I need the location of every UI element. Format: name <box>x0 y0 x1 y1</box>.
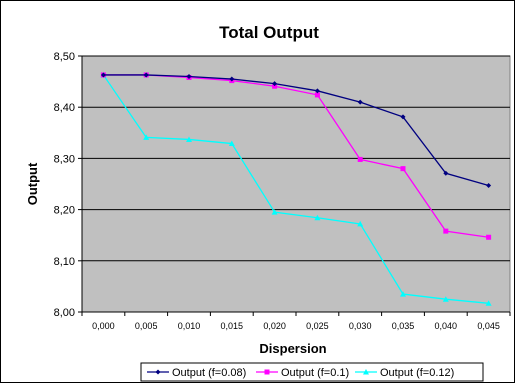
x-tick-label: 0,025 <box>306 321 329 331</box>
data-point-diamond <box>155 369 161 375</box>
x-axis-ticks: 0,000 0,005 0,010 0,015 0,020 0,025 0,030 0,035… <box>81 312 511 331</box>
legend-entry-label: Output (f=0.08) <box>172 367 246 379</box>
series-line <box>102 74 489 304</box>
data-point-square <box>443 228 449 234</box>
data-point-triangle <box>400 291 406 297</box>
data-point-diamond <box>443 170 449 176</box>
x-tick-label: 0,045 <box>477 321 500 331</box>
y-tick-label: 8,20 <box>54 205 75 217</box>
data-point-square <box>400 166 406 172</box>
data-point-square <box>314 92 320 98</box>
data-point-triangle <box>363 369 369 375</box>
data-point-diamond <box>400 114 406 120</box>
y-tick-label: 8,30 <box>54 153 75 165</box>
data-point-triangle <box>228 140 235 147</box>
plot-area <box>81 55 511 313</box>
data-point-diamond <box>272 81 278 87</box>
y-tick-label: 8,50 <box>54 51 75 63</box>
data-point-triangle <box>357 220 364 227</box>
legend-box <box>140 362 484 382</box>
gridlines <box>82 55 510 262</box>
x-tick-label: 0,010 <box>178 321 201 331</box>
data-point-square <box>486 234 492 240</box>
x-tick-label: 0,040 <box>435 321 458 331</box>
data-point-square <box>272 83 278 89</box>
data-point-diamond <box>486 183 492 189</box>
data-point-diamond <box>186 73 192 79</box>
data-point-triangle <box>143 134 150 140</box>
y-tick-label: 8,00 <box>54 307 75 319</box>
data-point-triangle <box>271 209 278 215</box>
data-point-diamond <box>100 72 106 78</box>
x-tick-label: 0,015 <box>221 321 244 331</box>
data-point-square <box>357 156 363 162</box>
data-point-triangle <box>186 136 192 142</box>
data-point-diamond <box>314 88 320 94</box>
x-tick-label: 0,000 <box>92 321 115 331</box>
y-tick-label: 8,10 <box>54 256 75 268</box>
x-tick-label: 0,035 <box>392 321 415 331</box>
y-axis-label: Output <box>25 162 40 205</box>
legend-entry-label: Output (f=0.1) <box>281 367 349 379</box>
x-tick-label: 0,030 <box>349 321 372 331</box>
data-point-diamond <box>229 76 235 82</box>
data-point-diamond <box>143 72 149 78</box>
data-point-diamond <box>357 99 363 105</box>
legend: Output (f=0.08) Output (f=0.1) Output (f=0… <box>140 362 484 382</box>
data-point-triangle <box>314 214 321 221</box>
y-tick-label: 8,40 <box>54 102 75 114</box>
series-line <box>103 74 489 187</box>
x-axis-label: Dispersion <box>259 341 326 356</box>
legend-entry-label: Output (f=0.12) <box>380 367 454 379</box>
y-axis-ticks: 8,00 8,10 8,20 8,30 8,40 8,50 <box>54 51 82 319</box>
chart-title: Total Output <box>219 23 319 42</box>
series-lines <box>100 71 492 306</box>
data-point-square <box>264 369 270 375</box>
x-tick-label: 0,005 <box>135 321 158 331</box>
data-point-triangle <box>485 300 492 306</box>
data-point-triangle <box>442 296 449 302</box>
x-tick-label: 0,020 <box>263 321 286 331</box>
